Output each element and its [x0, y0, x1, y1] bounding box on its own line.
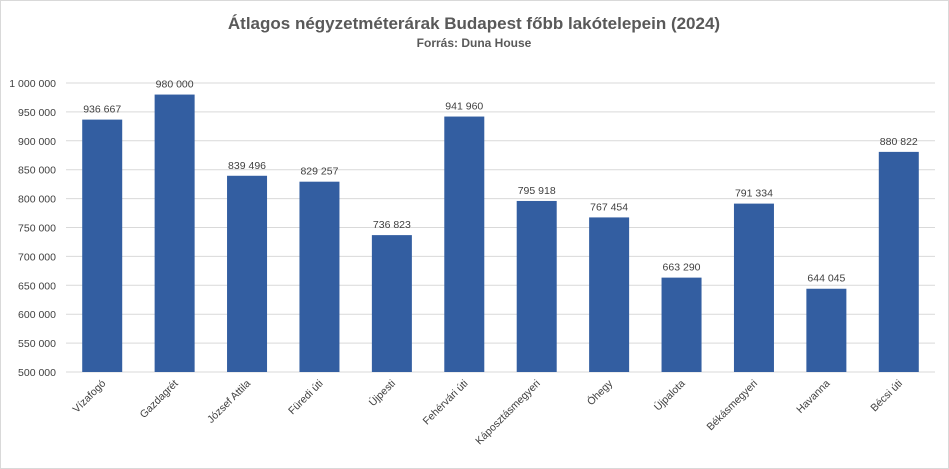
- data-label: 980 000: [156, 79, 194, 91]
- x-tick-label: Füredi úti: [286, 378, 325, 417]
- bar: [806, 288, 847, 372]
- data-label: 829 257: [300, 166, 338, 178]
- x-tick-label: Újpalota: [651, 377, 688, 414]
- data-label: 663 290: [663, 262, 701, 274]
- bar: [371, 235, 412, 372]
- data-label: 880 822: [880, 136, 918, 148]
- y-tick-label: 550 000: [18, 338, 56, 350]
- x-tick-label: Óhegy: [584, 376, 616, 408]
- bar: [154, 94, 195, 372]
- y-tick-label: 650 000: [18, 280, 56, 292]
- x-tick-label: Gazdagrét: [138, 378, 181, 421]
- data-label: 736 823: [373, 219, 411, 231]
- y-tick-label: 850 000: [18, 165, 56, 177]
- x-tick-label: József Attila: [205, 378, 253, 426]
- data-label: 941 960: [445, 101, 483, 113]
- x-tick-label: Havanna: [794, 378, 832, 416]
- bar: [227, 175, 268, 372]
- bar: [661, 277, 702, 372]
- x-tick-label: Bécsi úti: [868, 378, 905, 415]
- x-tick-label: Újpesti: [366, 377, 398, 409]
- bar: [299, 181, 340, 372]
- x-tick-label: Fehérvári úti: [421, 378, 471, 428]
- bar: [878, 151, 919, 372]
- chart-title: Átlagos négyzetméterárak Budapest főbb l…: [228, 14, 720, 33]
- y-tick-label: 950 000: [18, 107, 56, 119]
- data-label: 795 918: [518, 185, 556, 197]
- bar: [516, 200, 557, 372]
- data-label: 839 496: [228, 160, 266, 172]
- y-tick-label: 1 000 000: [9, 78, 56, 90]
- y-tick-label: 900 000: [18, 136, 56, 148]
- y-tick-label: 750 000: [18, 223, 56, 235]
- data-label: 767 454: [590, 201, 628, 213]
- bar: [444, 116, 485, 372]
- chart-subtitle: Forrás: Duna House: [417, 36, 532, 50]
- bar: [82, 119, 123, 372]
- y-tick-label: 600 000: [18, 309, 56, 321]
- bar: [589, 217, 630, 372]
- data-label: 936 667: [83, 104, 121, 116]
- bar: [733, 203, 774, 372]
- y-tick-label: 500 000: [18, 367, 56, 379]
- y-tick-label: 800 000: [18, 194, 56, 206]
- x-tick-label: Békásmegyeri: [705, 378, 761, 434]
- y-tick-label: 700 000: [18, 251, 56, 263]
- data-label: 791 334: [735, 188, 773, 200]
- x-tick-label: Káposztásmegyeri: [473, 378, 543, 448]
- x-tick-label: Vízafogó: [71, 378, 109, 416]
- data-label: 644 045: [807, 273, 845, 285]
